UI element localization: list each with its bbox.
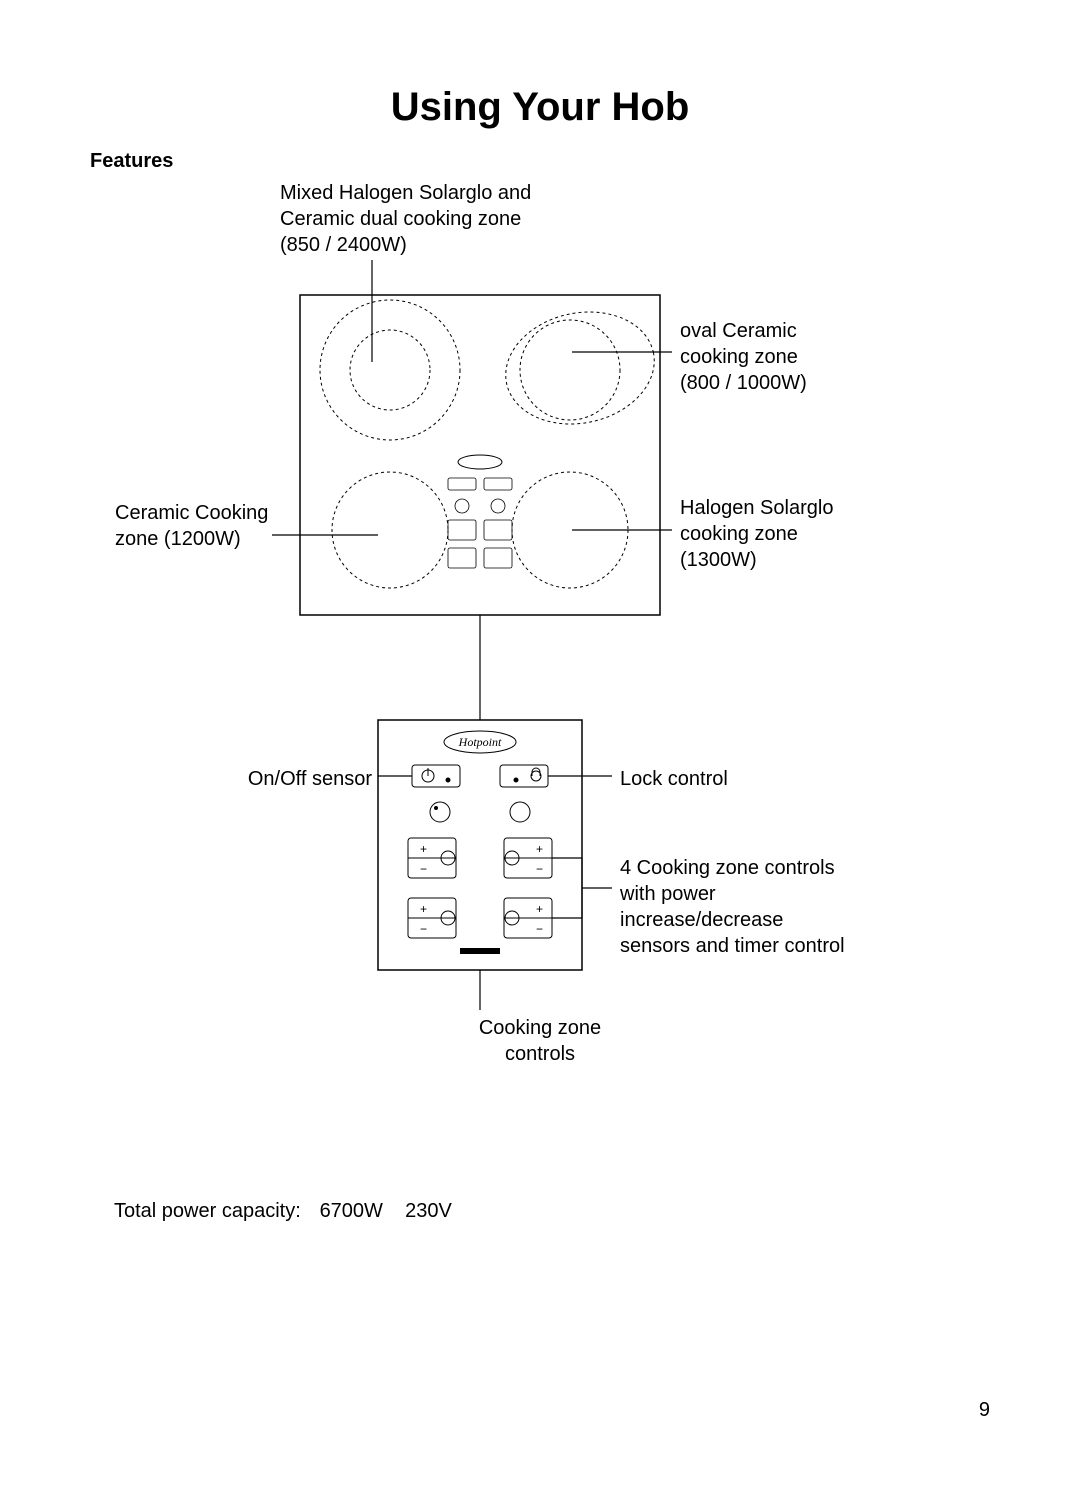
svg-text:+: + [420, 842, 427, 856]
indicator-right [510, 802, 530, 822]
page: Using Your Hob Features Mixed Halogen So… [0, 0, 1080, 1502]
brand-text: Hotpoint [458, 735, 502, 749]
zone-tl-outer [320, 300, 460, 440]
hob-mini-controls [448, 478, 512, 568]
panel-zone-controls: + − + − + − + − [408, 838, 552, 938]
svg-text:+: + [420, 902, 427, 916]
svg-text:−: − [420, 922, 427, 936]
brand-oval-hob [458, 455, 502, 469]
zone-tr-oval [495, 299, 665, 438]
svg-text:−: − [420, 862, 427, 876]
panel-sensor-row [412, 765, 548, 787]
zone-tr [520, 320, 620, 420]
svg-text:+: + [536, 842, 543, 856]
svg-text:−: − [536, 922, 543, 936]
zone-tl-inner [350, 330, 430, 410]
bracket-controls [552, 858, 612, 918]
diagram-svg: Hotpoint + − + [0, 0, 1080, 1502]
control-panel-outline [378, 720, 582, 970]
indicator-left [430, 802, 450, 822]
svg-text:+: + [536, 902, 543, 916]
zone-bl [332, 472, 448, 588]
panel-bottom-bar [460, 948, 500, 954]
svg-text:−: − [536, 862, 543, 876]
